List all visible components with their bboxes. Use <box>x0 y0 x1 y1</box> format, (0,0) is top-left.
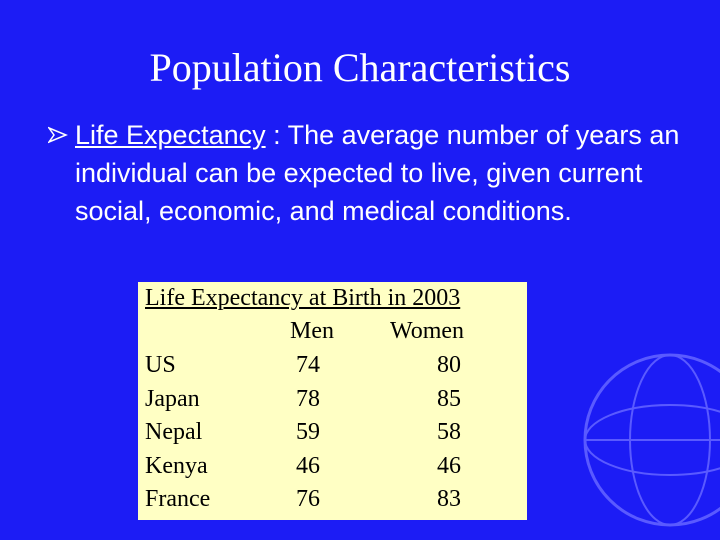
table: Life Expectancy at Birth in 2003 Men Women… <box>138 282 527 520</box>
cell: 74 <box>296 352 320 378</box>
cell: 46 <box>437 452 461 479</box>
definition: : The average number of years an individ… <box>75 120 680 226</box>
bullet-text: Life Expectancy : The average number of … <box>75 116 700 230</box>
row-label: Kenya <box>145 452 208 479</box>
term: Life Expectancy <box>75 120 266 150</box>
row-label: Japan <box>145 385 200 412</box>
slide-title: Population Characteristics <box>149 45 571 90</box>
cell: 80 <box>437 352 461 378</box>
cell: 83 <box>437 486 461 512</box>
bullet-icon <box>48 126 68 144</box>
column-header: Women <box>390 318 465 344</box>
row-label: Nepal <box>145 419 203 445</box>
cell: 59 <box>296 419 320 445</box>
globe-decoration <box>583 353 720 527</box>
cell: 76 <box>296 486 320 512</box>
cell: 78 <box>296 385 320 412</box>
row-label: US <box>145 352 176 378</box>
table-caption: Life Expectancy at Birth in 2003 <box>145 285 461 311</box>
cell: 46 <box>296 452 320 479</box>
column-header: Men <box>290 318 334 344</box>
row-label: France <box>145 486 211 512</box>
cell: 85 <box>437 385 461 412</box>
cell: 58 <box>437 419 461 445</box>
